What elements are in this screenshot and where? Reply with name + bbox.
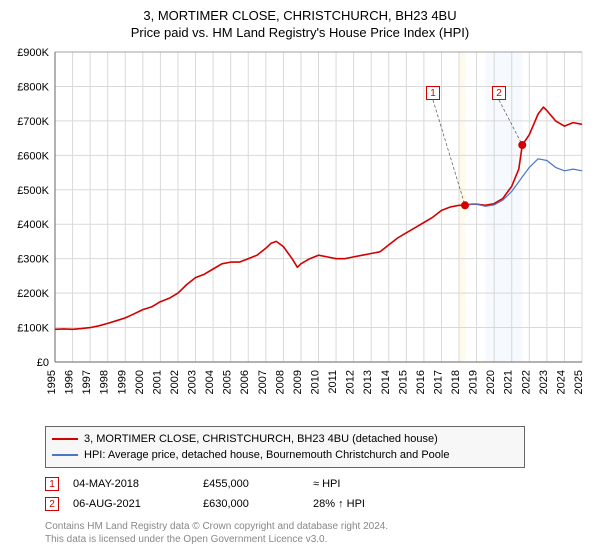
sale-hpi: ≈ HPI <box>313 478 413 490</box>
sale-badge-1: 1 <box>426 86 440 100</box>
svg-text:£200K: £200K <box>17 288 49 300</box>
svg-text:2009: 2009 <box>292 370 304 394</box>
svg-text:2020: 2020 <box>485 370 497 394</box>
footer-line-1: Contains HM Land Registry data © Crown c… <box>45 520 600 533</box>
svg-text:£800K: £800K <box>17 81 49 93</box>
sale-price: £455,000 <box>203 478 313 490</box>
svg-text:2022: 2022 <box>520 370 532 394</box>
svg-text:2001: 2001 <box>151 370 163 394</box>
svg-text:£300K: £300K <box>17 254 49 266</box>
svg-text:1997: 1997 <box>81 370 93 394</box>
legend-label: HPI: Average price, detached house, Bour… <box>84 449 449 461</box>
svg-text:£700K: £700K <box>17 116 49 128</box>
svg-text:2006: 2006 <box>239 370 251 394</box>
svg-text:1998: 1998 <box>99 370 111 394</box>
legend-item-1: HPI: Average price, detached house, Bour… <box>52 447 518 463</box>
footer: Contains HM Land Registry data © Crown c… <box>45 520 600 546</box>
svg-text:2011: 2011 <box>327 370 339 394</box>
svg-text:1995: 1995 <box>46 370 58 394</box>
svg-text:2021: 2021 <box>503 370 515 394</box>
legend-item-0: 3, MORTIMER CLOSE, CHRISTCHURCH, BH23 4B… <box>52 431 518 447</box>
svg-text:£900K: £900K <box>17 47 49 59</box>
svg-text:2003: 2003 <box>187 370 199 394</box>
sales-table: 1 04-MAY-2018£455,000≈ HPI 2 06-AUG-2021£63… <box>45 474 600 514</box>
sale-row-badge: 1 <box>45 477 59 491</box>
svg-text:2013: 2013 <box>362 370 374 394</box>
legend-swatch <box>52 454 78 456</box>
svg-text:2012: 2012 <box>345 370 357 394</box>
sale-badge-2: 2 <box>492 86 506 100</box>
sale-marker-1 <box>461 201 469 209</box>
svg-text:2023: 2023 <box>538 370 550 394</box>
svg-text:2008: 2008 <box>274 370 286 394</box>
svg-text:2014: 2014 <box>380 370 392 394</box>
svg-text:2017: 2017 <box>432 370 444 394</box>
page-subtitle: Price paid vs. HM Land Registry's House … <box>0 25 600 40</box>
sale-row-1: 1 04-MAY-2018£455,000≈ HPI <box>45 474 600 494</box>
svg-text:£100K: £100K <box>17 323 49 335</box>
page-title: 3, MORTIMER CLOSE, CHRISTCHURCH, BH23 4B… <box>0 8 600 23</box>
svg-text:2016: 2016 <box>415 370 427 394</box>
sale-price: £630,000 <box>203 498 313 510</box>
svg-text:2000: 2000 <box>134 370 146 394</box>
svg-text:2018: 2018 <box>450 370 462 394</box>
price-chart: 1 2 £0 £100K £200K £300K £400K £500K £600K £700K £… <box>0 40 600 420</box>
svg-text:2005: 2005 <box>222 370 234 394</box>
svg-text:2015: 2015 <box>397 370 409 394</box>
sale-row-badge: 2 <box>45 497 59 511</box>
legend-label: 3, MORTIMER CLOSE, CHRISTCHURCH, BH23 4B… <box>84 433 438 445</box>
svg-text:1999: 1999 <box>116 370 128 394</box>
footer-line-2: This data is licensed under the Open Gov… <box>45 533 600 546</box>
sale-marker-2 <box>518 141 526 149</box>
svg-text:2004: 2004 <box>204 370 216 394</box>
svg-text:2010: 2010 <box>310 370 322 394</box>
svg-text:2002: 2002 <box>169 370 181 394</box>
sale-date: 06-AUG-2021 <box>73 498 203 510</box>
legend-swatch <box>52 438 78 440</box>
svg-text:1996: 1996 <box>64 370 76 394</box>
svg-text:£600K: £600K <box>17 150 49 162</box>
svg-text:£0: £0 <box>37 357 49 369</box>
svg-text:£500K: £500K <box>17 185 49 197</box>
sale-date: 04-MAY-2018 <box>73 478 203 490</box>
legend: 3, MORTIMER CLOSE, CHRISTCHURCH, BH23 4B… <box>45 426 525 468</box>
svg-text:2007: 2007 <box>257 370 269 394</box>
svg-text:2019: 2019 <box>468 370 480 394</box>
sale-row-2: 2 06-AUG-2021£630,00028% ↑ HPI <box>45 494 600 514</box>
svg-text:2024: 2024 <box>555 370 567 394</box>
svg-text:£400K: £400K <box>17 219 49 231</box>
sale-hpi: 28% ↑ HPI <box>313 498 413 510</box>
title-block: 3, MORTIMER CLOSE, CHRISTCHURCH, BH23 4B… <box>0 0 600 40</box>
svg-text:2025: 2025 <box>573 370 585 394</box>
